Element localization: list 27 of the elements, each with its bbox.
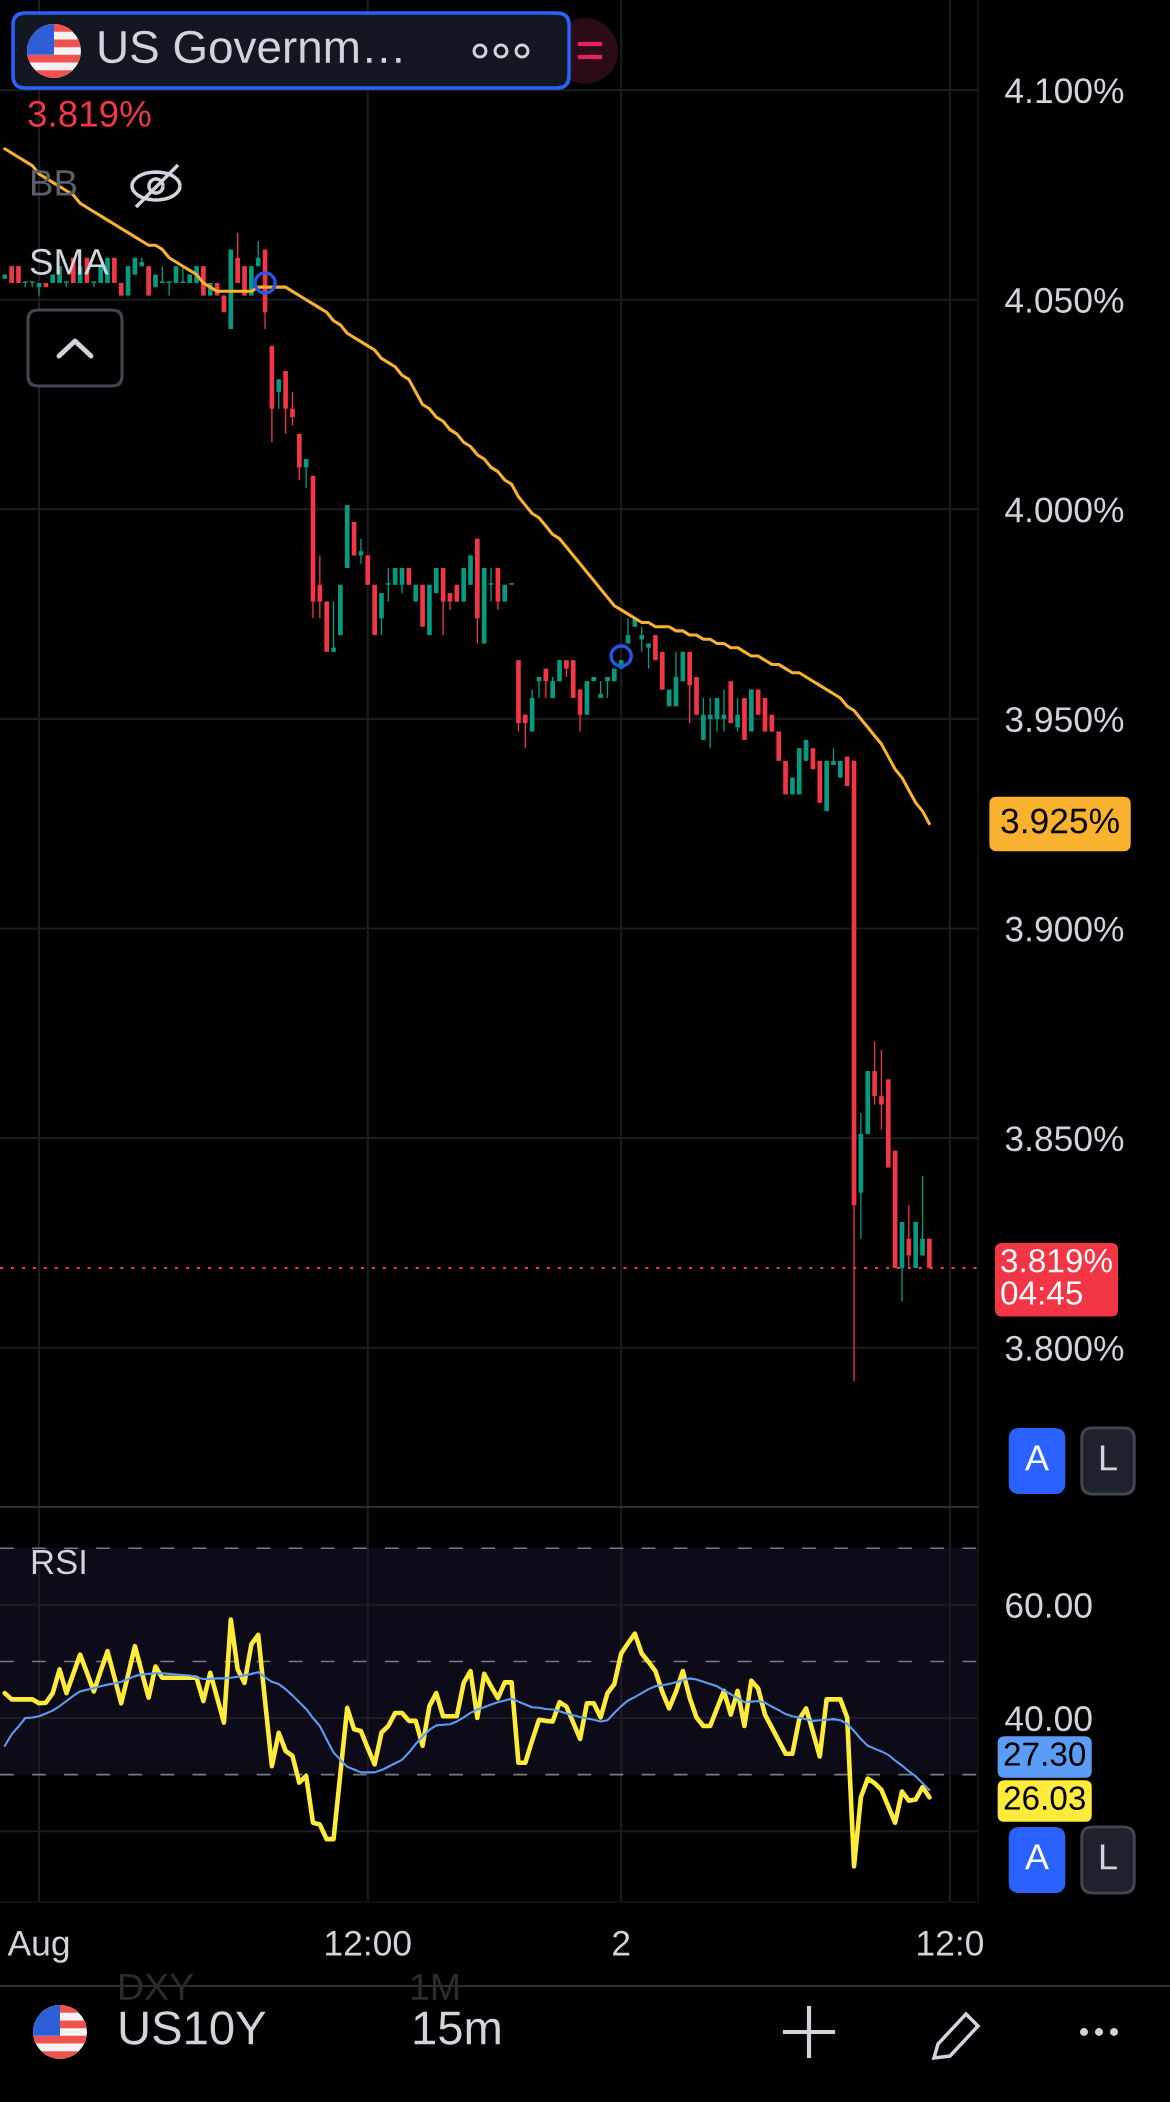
text: L	[1100, 1445, 1117, 1471]
y-tick-label: 40.00	[1005, 1706, 1092, 1732]
y-tick-label: 4.000%	[1005, 497, 1124, 523]
x-tick-label: 2	[613, 1930, 630, 1956]
x-tick-label: Aug	[7, 1931, 69, 1963]
annotation: SMA	[30, 248, 109, 275]
text: A	[1025, 1844, 1049, 1870]
x-tick-label: 12:00	[326, 1930, 411, 1956]
x-tick-label: 12:0	[918, 1930, 983, 1956]
annotation: RSI	[32, 1549, 85, 1575]
y-tick-label: 3.850%	[1005, 1126, 1124, 1152]
text: L	[1100, 1844, 1117, 1870]
y-tick-label: 3.900%	[1005, 916, 1124, 942]
y-tick-label: 3.950%	[1005, 707, 1124, 733]
text: A	[1025, 1445, 1049, 1471]
y-tick-label: 3.800%	[1005, 1335, 1124, 1361]
text: 3.925%	[1001, 808, 1119, 834]
y-tick-label: 60.00	[1006, 1592, 1092, 1618]
y-tick-label: 4.100%	[1005, 78, 1124, 104]
text: 15m	[414, 2011, 500, 2045]
text: US10Y	[120, 2011, 266, 2045]
ref-line-label: 3.819% 04:45	[1001, 1248, 1112, 1305]
text: 27.30	[1004, 1742, 1086, 1766]
text: US Governm…	[99, 30, 401, 64]
annotation: 3.819%	[28, 100, 151, 127]
y-tick-label: 4.050%	[1005, 287, 1124, 313]
text: 26.03	[1004, 1786, 1085, 1810]
